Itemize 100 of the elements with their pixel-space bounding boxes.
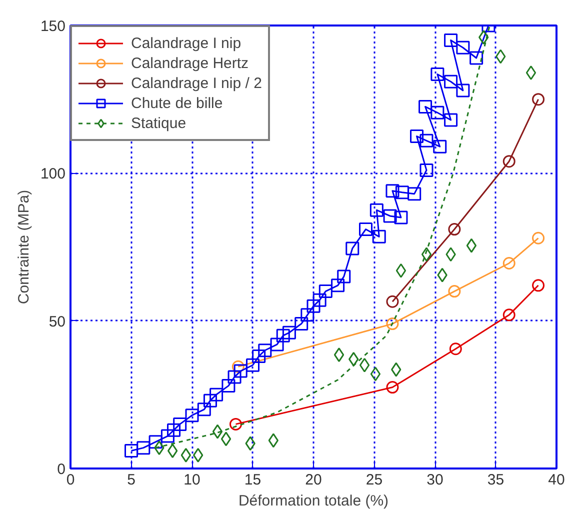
point [448, 285, 461, 298]
point [448, 223, 461, 236]
x-tick-label: 5 [127, 472, 136, 488]
point [192, 448, 204, 462]
legend-label: Calandrage I nip / 2 [131, 74, 262, 92]
point [318, 284, 332, 298]
point [252, 350, 266, 364]
point [222, 379, 236, 393]
point [456, 40, 470, 54]
y-tick-label: 50 [48, 313, 66, 330]
point [430, 106, 444, 120]
point [276, 328, 290, 342]
point [370, 366, 381, 382]
legend-label: Statique [131, 114, 186, 132]
point [446, 247, 456, 262]
point [449, 342, 462, 356]
point [394, 210, 408, 224]
point [420, 134, 434, 148]
point [212, 424, 223, 439]
point [331, 278, 345, 292]
point [160, 429, 174, 443]
point [396, 263, 406, 278]
point [359, 358, 370, 372]
point [502, 308, 516, 322]
legend-label: Chute de bille [131, 94, 223, 112]
x-tick-label: 10 [184, 472, 200, 488]
point [444, 74, 458, 88]
point [395, 186, 409, 200]
point [372, 230, 386, 244]
point [203, 394, 217, 408]
point [526, 66, 536, 80]
point [282, 326, 296, 340]
point [470, 51, 484, 65]
point [136, 441, 150, 455]
point [167, 444, 178, 458]
point [391, 362, 402, 377]
point [229, 418, 242, 430]
point [421, 247, 432, 262]
point [268, 433, 278, 448]
point [306, 299, 320, 313]
point [232, 360, 244, 373]
point [370, 203, 384, 217]
point [532, 93, 545, 106]
point [334, 348, 344, 362]
point [408, 187, 422, 201]
point [270, 338, 284, 352]
point [358, 222, 372, 236]
point [346, 242, 360, 256]
point [420, 163, 434, 177]
point [456, 84, 470, 98]
x-tick-label: 30 [426, 472, 444, 488]
point [148, 435, 162, 449]
point [246, 358, 260, 372]
point [124, 444, 138, 458]
point [444, 34, 458, 48]
y-tick-label: 100 [40, 166, 66, 183]
point [234, 364, 248, 378]
point [433, 140, 447, 154]
point [258, 344, 272, 358]
point [410, 130, 424, 143]
y-tick-label: 0 [57, 461, 66, 478]
point [348, 352, 359, 366]
point [383, 209, 397, 223]
point [300, 308, 314, 322]
point [418, 100, 432, 114]
point [337, 270, 351, 284]
x-tick-label: 25 [366, 472, 383, 488]
point [220, 432, 232, 446]
point [386, 184, 400, 198]
point [496, 49, 506, 64]
point [386, 318, 399, 330]
point [154, 440, 164, 456]
point [532, 279, 545, 292]
point [210, 388, 224, 402]
point [197, 402, 211, 416]
x-tick-label: 20 [305, 472, 322, 488]
point [502, 155, 516, 168]
point [444, 113, 458, 127]
legend-label: Calandrage I nip [131, 34, 242, 52]
point [532, 232, 545, 244]
y-tick-label: 150 [40, 18, 66, 35]
point [173, 417, 187, 431]
point [502, 257, 516, 270]
point [312, 293, 326, 307]
y-axis-title: Contrainte (MPa) [15, 190, 32, 304]
point [437, 268, 448, 282]
x-tick-label: 35 [487, 472, 504, 488]
x-axis-title: Déformation totale (%) [238, 492, 389, 510]
point [386, 295, 399, 308]
point [466, 238, 477, 253]
point [245, 436, 256, 451]
point [167, 423, 181, 437]
point [478, 30, 489, 45]
point [180, 448, 192, 462]
point [294, 317, 308, 331]
x-tick-label: 15 [244, 472, 262, 488]
x-tick-label: 40 [548, 472, 565, 488]
point [228, 370, 242, 384]
point [430, 67, 444, 81]
legend-label: Calandrage Hertz [131, 54, 249, 72]
